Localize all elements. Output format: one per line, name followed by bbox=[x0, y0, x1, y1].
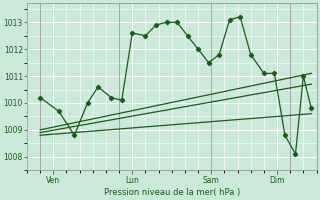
X-axis label: Pression niveau de la mer( hPa ): Pression niveau de la mer( hPa ) bbox=[104, 188, 240, 197]
